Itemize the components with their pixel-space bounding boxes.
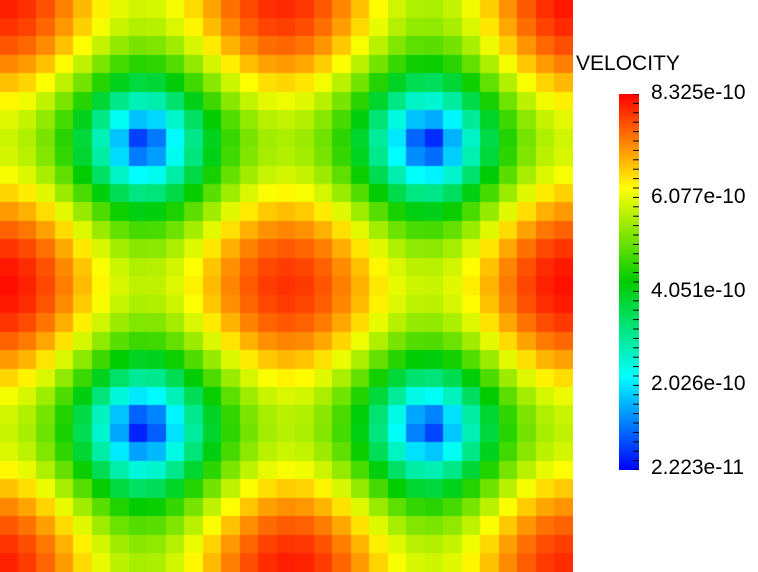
legend-label-4: 2.026e-10 — [651, 372, 746, 395]
legend-label-min: 2.223e-11 — [651, 456, 745, 479]
legend-label-2: 6.077e-10 — [651, 185, 746, 208]
colorbar-ticks — [633, 94, 639, 470]
colorbar — [619, 94, 639, 470]
legend-label-3: 4.051e-10 — [651, 279, 746, 302]
legend-title: VELOCITY — [576, 52, 680, 75]
velocity-field-plot — [0, 0, 573, 572]
legend-label-max: 8.325e-10 — [651, 81, 746, 104]
